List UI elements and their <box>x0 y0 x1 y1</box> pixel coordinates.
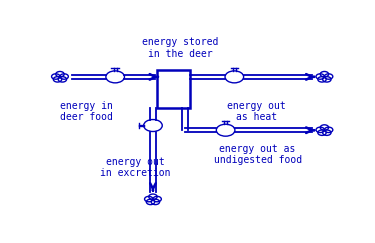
Text: energy out as
undigested food: energy out as undigested food <box>213 144 302 165</box>
Text: energy out
in excretion: energy out in excretion <box>100 157 171 178</box>
Text: energy out
as heat: energy out as heat <box>227 101 285 122</box>
Bar <box>157 70 190 108</box>
Text: energy in
deer food: energy in deer food <box>60 101 112 122</box>
Text: energy stored
in the deer: energy stored in the deer <box>142 37 219 59</box>
